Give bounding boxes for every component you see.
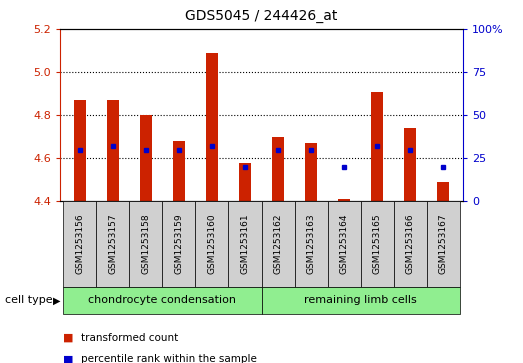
- Text: GSM1253160: GSM1253160: [208, 214, 217, 274]
- Bar: [262, 201, 294, 287]
- Text: percentile rank within the sample: percentile rank within the sample: [81, 354, 257, 363]
- Text: GSM1253162: GSM1253162: [274, 214, 282, 274]
- Bar: [63, 287, 262, 314]
- Bar: [239, 163, 251, 201]
- Bar: [96, 201, 130, 287]
- Text: cell type: cell type: [5, 295, 53, 305]
- Bar: [107, 100, 119, 201]
- Text: GSM1253166: GSM1253166: [405, 214, 415, 274]
- Text: ▶: ▶: [53, 295, 60, 305]
- Bar: [173, 141, 185, 201]
- Bar: [130, 201, 163, 287]
- Text: GDS5045 / 244426_at: GDS5045 / 244426_at: [185, 9, 338, 23]
- Bar: [63, 201, 96, 287]
- Bar: [163, 201, 196, 287]
- Bar: [338, 199, 350, 201]
- Text: GSM1253167: GSM1253167: [439, 214, 448, 274]
- Bar: [74, 100, 86, 201]
- Bar: [305, 143, 317, 201]
- Bar: [371, 91, 383, 201]
- Bar: [262, 287, 460, 314]
- Text: GSM1253157: GSM1253157: [108, 214, 118, 274]
- Text: GSM1253165: GSM1253165: [372, 214, 382, 274]
- Text: GSM1253164: GSM1253164: [339, 214, 348, 274]
- Text: GSM1253156: GSM1253156: [75, 214, 84, 274]
- Text: GSM1253158: GSM1253158: [141, 214, 151, 274]
- Bar: [140, 115, 152, 201]
- Bar: [196, 201, 229, 287]
- Text: GSM1253159: GSM1253159: [175, 214, 184, 274]
- Bar: [294, 201, 327, 287]
- Bar: [427, 201, 460, 287]
- Bar: [437, 182, 449, 201]
- Text: remaining limb cells: remaining limb cells: [304, 295, 417, 305]
- Bar: [327, 201, 360, 287]
- Text: GSM1253163: GSM1253163: [306, 214, 315, 274]
- Text: transformed count: transformed count: [81, 333, 178, 343]
- Bar: [206, 53, 218, 201]
- Bar: [360, 201, 393, 287]
- Text: ■: ■: [63, 354, 73, 363]
- Bar: [404, 128, 416, 201]
- Bar: [272, 137, 284, 201]
- Bar: [229, 201, 262, 287]
- Text: GSM1253161: GSM1253161: [241, 214, 249, 274]
- Text: chondrocyte condensation: chondrocyte condensation: [88, 295, 236, 305]
- Text: ■: ■: [63, 333, 73, 343]
- Bar: [393, 201, 427, 287]
